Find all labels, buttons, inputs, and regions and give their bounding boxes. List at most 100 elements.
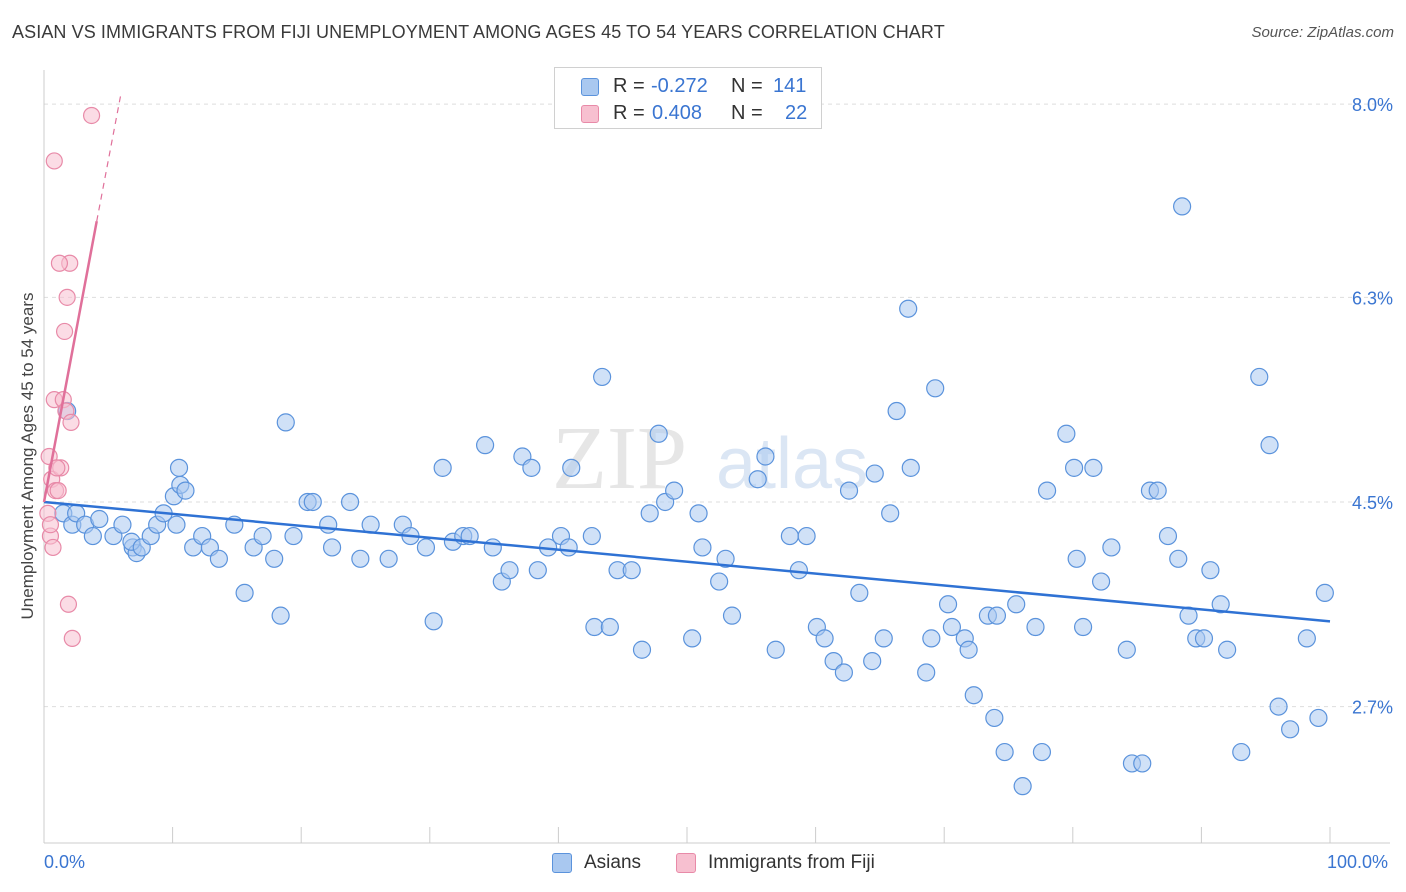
asian-point xyxy=(351,549,370,568)
asian-point xyxy=(1315,583,1334,603)
asian-point xyxy=(863,652,882,671)
asian-point xyxy=(716,549,735,568)
watermark-zip: ZIP xyxy=(552,409,687,508)
stats-row-asians: R = -0.272 N = 141 xyxy=(555,74,821,100)
asian-point xyxy=(917,663,936,682)
asian-point xyxy=(483,538,502,557)
asian-point xyxy=(1218,640,1237,659)
asian-point xyxy=(622,561,641,580)
asian-point xyxy=(1269,697,1288,716)
asians-r-value: -0.272 xyxy=(651,75,708,97)
asian-point xyxy=(938,595,958,614)
asian-point xyxy=(748,470,767,489)
asian-point xyxy=(766,640,785,659)
asian-point xyxy=(113,515,132,534)
asian-point xyxy=(1260,436,1279,455)
asian-point xyxy=(959,640,978,659)
asian-point xyxy=(585,617,604,637)
y-tick-label: 8.0% xyxy=(1352,95,1393,115)
stats-box: R = -0.272 N = 141 R = 0.408 N = 22 xyxy=(554,67,822,129)
asian-point xyxy=(1232,742,1251,762)
fiji-points xyxy=(39,106,101,647)
asian-point xyxy=(824,652,843,671)
asian-point xyxy=(964,686,983,705)
asian-point xyxy=(710,572,729,591)
asians-swatch xyxy=(581,78,599,96)
legend-asians-swatch xyxy=(552,853,572,873)
asian-point xyxy=(756,447,775,466)
asian-point xyxy=(528,561,547,580)
asian-point xyxy=(1169,549,1188,568)
asian-point xyxy=(169,458,189,477)
fiji-point xyxy=(44,538,62,557)
asians-n-value: 141 xyxy=(773,75,807,97)
asian-point xyxy=(500,561,519,580)
asian-point xyxy=(850,583,869,603)
asians-n-label: N = xyxy=(731,75,763,97)
asian-point xyxy=(1133,754,1152,773)
asian-point xyxy=(433,458,452,477)
asian-point xyxy=(1211,595,1230,614)
fiji-r-value: 0.408 xyxy=(652,102,703,124)
asian-point xyxy=(1173,197,1192,216)
asian-point xyxy=(693,538,712,557)
x-tick-label-min: 0.0% xyxy=(44,852,86,872)
asian-point xyxy=(265,549,284,568)
asian-point xyxy=(987,606,1007,625)
asian-point xyxy=(600,617,619,637)
legend-fiji-swatch xyxy=(676,853,696,873)
y-tick-label: 4.5% xyxy=(1352,493,1393,513)
y-tick-labels: 8.0% 6.3% 4.5% 2.7% xyxy=(1352,95,1393,717)
fiji-point xyxy=(48,459,66,477)
asian-point xyxy=(235,583,254,603)
asian-point xyxy=(1073,617,1093,637)
asian-point xyxy=(901,458,920,477)
fiji-trend-line xyxy=(42,220,98,503)
asian-point xyxy=(303,492,322,512)
asian-point xyxy=(985,708,1004,728)
asian-point xyxy=(922,629,941,648)
fiji-point xyxy=(49,482,67,500)
fiji-point xyxy=(63,629,81,647)
asian-point xyxy=(1057,424,1076,443)
stats-row-fiji: R = 0.408 N = 22 xyxy=(555,101,821,127)
asian-point xyxy=(1281,720,1300,739)
legend-fiji-label: Immigrants from Fiji xyxy=(708,852,875,873)
asian-points xyxy=(54,197,1334,796)
asian-point xyxy=(887,401,906,421)
asian-point xyxy=(1064,458,1084,477)
asian-point xyxy=(1102,538,1121,557)
asian-point xyxy=(209,549,228,568)
asian-point xyxy=(83,526,102,546)
asian-point xyxy=(559,538,578,557)
chart-title: ASIAN VS IMMIGRANTS FROM FIJI UNEMPLOYME… xyxy=(12,22,945,42)
fiji-point xyxy=(45,152,63,170)
fiji-point xyxy=(62,413,80,431)
asian-point xyxy=(582,526,601,546)
source-label: Source: ZipAtlas.com xyxy=(1251,24,1394,41)
asian-point xyxy=(1067,549,1086,568)
asian-point xyxy=(271,606,290,625)
fiji-trend-extension xyxy=(96,92,122,222)
fiji-point xyxy=(41,516,60,534)
asian-point xyxy=(1194,629,1214,648)
asian-point xyxy=(562,458,581,477)
asian-point xyxy=(253,526,272,546)
fiji-r-label: R = xyxy=(613,102,645,124)
asian-point xyxy=(899,299,918,318)
asian-point xyxy=(722,606,742,625)
asian-point xyxy=(276,413,295,432)
asian-point xyxy=(1007,595,1026,614)
fiji-swatch xyxy=(581,105,599,123)
asian-point xyxy=(167,515,186,534)
asian-point xyxy=(1117,640,1136,659)
asian-point xyxy=(1091,572,1111,591)
asian-point xyxy=(522,458,541,477)
asian-point xyxy=(1013,777,1032,796)
asian-point xyxy=(1148,481,1167,500)
asian-point xyxy=(640,504,659,523)
fiji-point xyxy=(58,288,76,306)
asian-point xyxy=(865,464,884,483)
asian-point xyxy=(1158,526,1178,546)
asian-trend-line xyxy=(43,500,1331,623)
